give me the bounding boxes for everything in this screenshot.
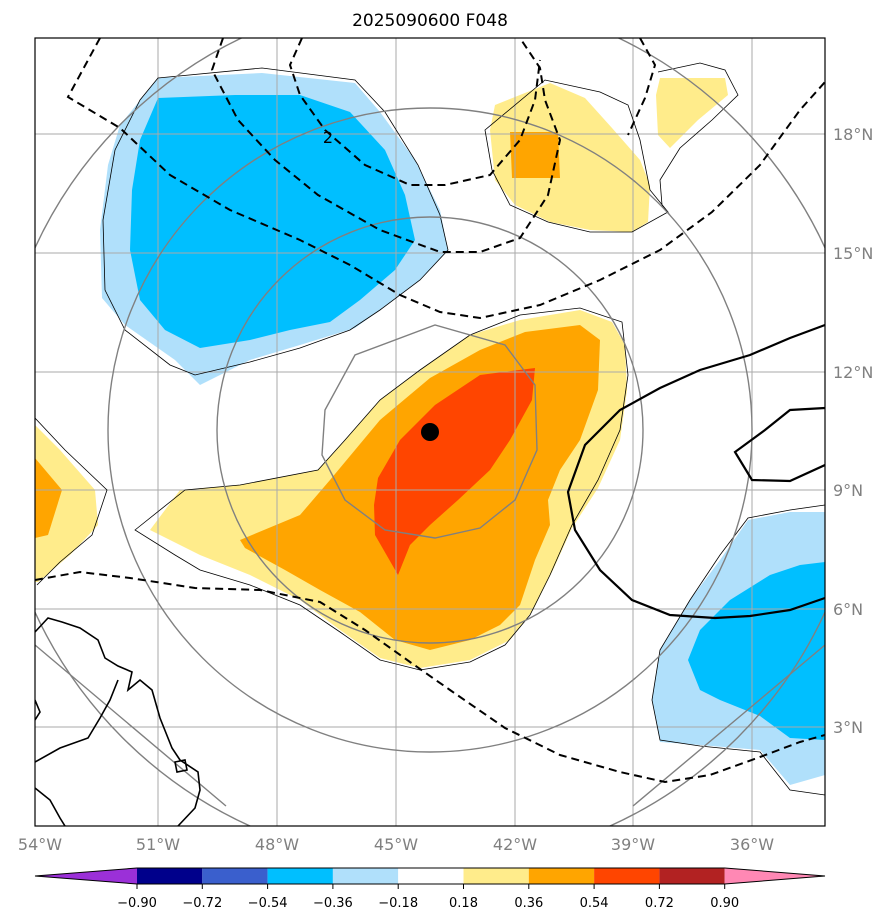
- storm-center-marker: [421, 423, 439, 441]
- solid-contour-outer: [566, 323, 825, 620]
- colorbar-seg-7: [528, 868, 595, 884]
- fill-neg-level2-northwest: [130, 95, 415, 348]
- lat-label-12n: 12°N: [833, 363, 873, 382]
- coastline-brazil: [35, 679, 119, 763]
- outline-pos-ne: [657, 62, 739, 216]
- coastline-amazon-1: [35, 787, 66, 826]
- fill-pos-level3-core: [374, 368, 535, 575]
- dashed-contour-3: [210, 38, 562, 253]
- dashed-contour-5: [627, 38, 657, 136]
- dashed-contour-2: [66, 38, 825, 320]
- fill-pos-level2-west: [35, 458, 62, 538]
- lon-label-42w: 42°W: [493, 835, 537, 854]
- colorbar-seg-2: [202, 868, 268, 884]
- positive-anomaly-fills: [35, 78, 728, 668]
- outline-pos-west: [35, 417, 108, 586]
- colorbar-extend-high: [724, 868, 825, 884]
- ring-3: [107, 107, 753, 753]
- coastline-amazon-2: [35, 699, 41, 721]
- ring-spoke-sw: [35, 644, 227, 807]
- fill-pos-level1-ne: [656, 78, 728, 148]
- colorbar-tick-label: 0.54: [580, 896, 609, 911]
- solid-contours: [566, 323, 825, 620]
- colorbar-tick-label: 0.72: [645, 896, 674, 911]
- colorbar: −0.90 −0.72 −0.54 −0.36 −0.18 0.18 0.36 …: [34, 867, 826, 911]
- colorbar-tick-label: −0.54: [248, 896, 288, 911]
- outline-neg-southeast: [651, 504, 825, 796]
- colorbar-seg-6: [463, 868, 529, 884]
- dashed-contour-1: [35, 570, 825, 784]
- colorbar-tick-label: −0.90: [117, 896, 157, 911]
- lon-label-48w: 48°W: [255, 835, 299, 854]
- colorbar-tick-label: −0.18: [378, 896, 418, 911]
- lon-label-54w: 54°W: [18, 835, 62, 854]
- lon-label-36w: 36°W: [730, 835, 774, 854]
- outline-pos-main: [134, 307, 629, 671]
- colorbar-tick-marks: [136, 884, 726, 889]
- lat-label-9n: 9°N: [833, 481, 863, 500]
- lat-label-15n: 15°N: [833, 244, 873, 263]
- outline-neg-northwest: [102, 67, 449, 376]
- colorbar-tick-label: 0.18: [449, 896, 478, 911]
- map-frame: [34, 37, 826, 827]
- lat-label-3n: 3°N: [833, 718, 863, 737]
- map-title: 2025090600 F048: [352, 11, 508, 31]
- longitude-labels: 54°W 51°W 48°W 45°W 42°W 39°W 36°W: [18, 835, 774, 854]
- colorbar-seg-4: [332, 868, 399, 884]
- lat-label-6n: 6°N: [833, 600, 863, 619]
- ring-spoke-se: [632, 644, 825, 807]
- colorbar-seg-1: [137, 868, 203, 884]
- dashed-contours: [35, 38, 825, 784]
- colorbar-tick-label: 0.90: [710, 896, 739, 911]
- fill-pos-level1-west: [35, 425, 98, 582]
- fill-pos-level1-north: [490, 83, 650, 232]
- contour-value-label: 2: [323, 128, 333, 147]
- coastline: [35, 617, 201, 826]
- colorbar-tick-label: −0.36: [313, 896, 353, 911]
- coastline-island: [174, 759, 188, 773]
- colorbar-extend-low: [35, 868, 137, 884]
- anomaly-outlines: [35, 62, 825, 796]
- distance-rings: [35, 38, 825, 826]
- map-area: 2: [35, 38, 825, 826]
- colorbar-tick-label: −0.72: [182, 896, 222, 911]
- colorbar-seg-3: [267, 868, 333, 884]
- colorbar-seg-9: [659, 868, 725, 884]
- fill-neg-level2-southeast: [688, 562, 825, 740]
- ring-2: [216, 216, 644, 644]
- solid-contour-inner: [733, 406, 825, 483]
- coastline-guianas: [35, 617, 201, 826]
- latitude-labels: 18°N 15°N 12°N 9°N 6°N 3°N: [833, 125, 873, 737]
- lat-label-18n: 18°N: [833, 125, 873, 144]
- lon-label-51w: 51°W: [136, 835, 180, 854]
- lon-label-39w: 39°W: [611, 835, 655, 854]
- colorbar-seg-5: [398, 868, 464, 884]
- fill-pos-level2-north: [510, 132, 560, 178]
- lon-label-45w: 45°W: [374, 835, 418, 854]
- colorbar-seg-8: [594, 868, 660, 884]
- ring-1: [321, 324, 538, 539]
- colorbar-tick-label: 0.36: [514, 896, 543, 911]
